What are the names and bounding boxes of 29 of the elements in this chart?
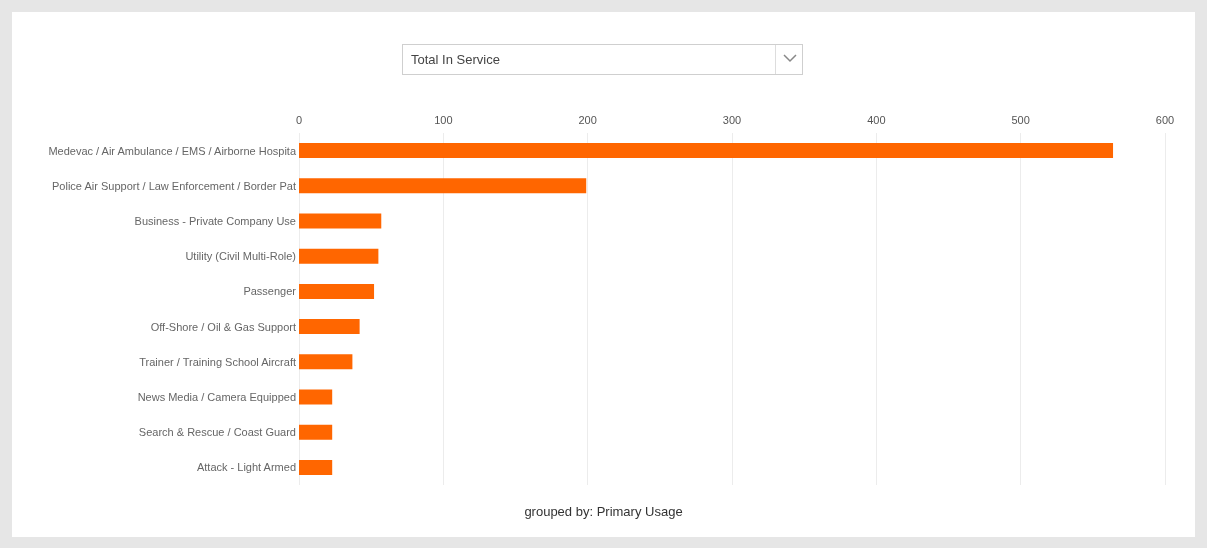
bar <box>299 178 587 194</box>
bar <box>299 248 379 264</box>
x-tick-label: 600 <box>1155 113 1175 126</box>
bar <box>299 424 333 440</box>
x-tick-label: 500 <box>1011 113 1030 126</box>
y-tick-label: Business - Private Company Use <box>134 215 296 227</box>
y-tick-label: Medevac / Air Ambulance / EMS / Airborne Hospita <box>48 144 297 157</box>
y-tick-label: Trainer / Training School Aircraft <box>139 355 296 368</box>
bar <box>299 283 375 299</box>
x-axis-title: grouped by: Primary Usage <box>523 504 684 519</box>
y-tick-label: Utility (Civil Multi-Role) <box>185 250 296 263</box>
y-tick-label: Off-Shore / Oil & Gas Support <box>150 320 296 333</box>
bar <box>299 389 333 405</box>
y-tick-label: Passenger <box>243 285 297 298</box>
y-tick-label: Search & Rescue / Coast Guard <box>138 426 296 439</box>
y-tick-label: Attack - Light Armed <box>196 461 296 474</box>
x-tick-label: 400 <box>867 113 886 126</box>
x-tick-label: 200 <box>578 113 597 126</box>
bar <box>299 319 360 335</box>
x-tick-label: 300 <box>722 113 742 126</box>
y-tick-label: Police Air Support / Law Enforcement / Border Pat <box>52 179 296 192</box>
chart-title: Total In Service <box>411 52 500 67</box>
x-tick-label: 100 <box>434 113 453 126</box>
bar <box>299 459 333 475</box>
bar <box>299 143 1114 159</box>
x-tick-label: 0 <box>295 113 303 126</box>
bar <box>299 213 382 229</box>
y-tick-label: News Media / Camera Equipped <box>137 391 296 403</box>
bar <box>299 354 353 370</box>
